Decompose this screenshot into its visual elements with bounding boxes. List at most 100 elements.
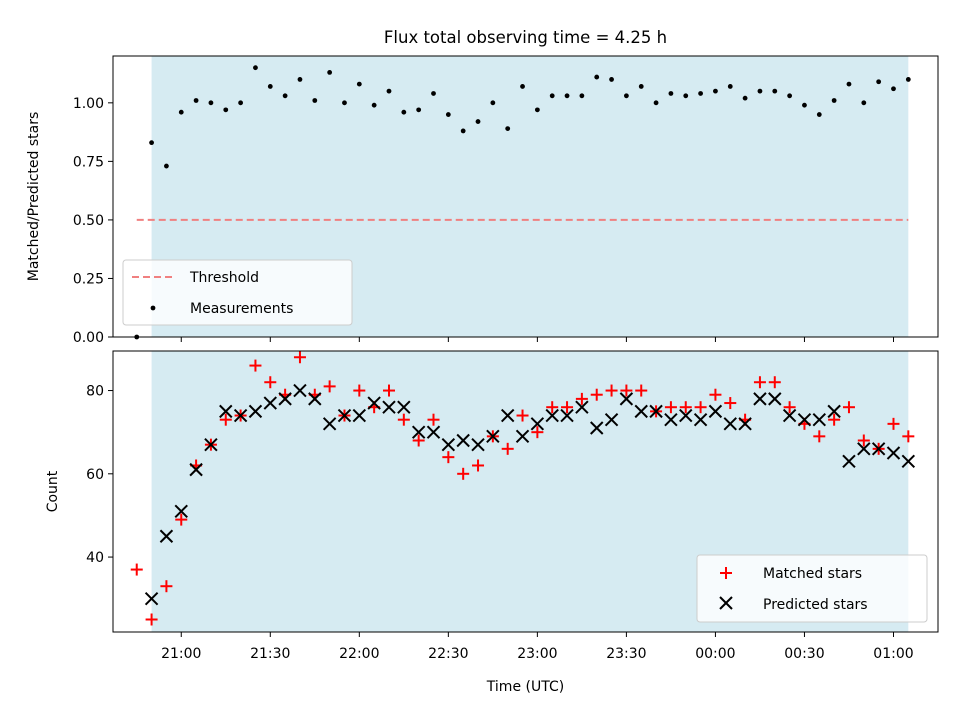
matched-star-marker [427,413,440,426]
measurement-point [594,74,600,80]
matched-star-marker [175,513,188,526]
measurement-point [386,88,392,94]
predicted-star-marker [871,442,886,456]
bottom-panel: 40 60 80 21:00 21:30 22:00 22:30 23:00 23:30 00:… [45,350,939,695]
predicted-star-marker [337,408,352,423]
matched-star-marker [902,430,915,443]
measurement-point [876,79,882,85]
x-tick-label: 22:30 [428,646,468,662]
legend-matched-swatch [720,567,732,579]
predicted-star-marker [486,429,500,444]
predicted-star-marker [619,392,634,406]
predicted-star-marker [708,404,723,419]
matched-star-marker [293,351,306,364]
predicted-star-marker [456,433,470,448]
predicted-star-marker [827,404,841,419]
y-axis-label-top: Matched/Predicted stars [26,112,42,282]
predicted-star-marker [159,529,174,543]
matched-star-marker [724,397,737,410]
predicted-star-marker [723,417,737,431]
legend-top: Threshold Measurements [122,259,353,326]
predicted-star-marker [901,454,916,469]
predicted-star-marker [308,392,322,406]
y-tick-label: 0.50 [73,213,104,229]
matched-star-marker [472,459,485,472]
predicted-star-marker [753,392,767,406]
x-tick-label: 22:00 [339,646,379,662]
matched-star-marker [264,376,277,389]
predicted-star-marker [278,392,292,406]
x-axis-label: Time (UTC) [486,679,564,695]
matched-star-marker [501,442,514,455]
predicted-star-marker [426,425,441,439]
measurement-point [490,100,496,106]
matched-star-marker [783,401,796,414]
measurement-point [267,84,273,89]
measurement-point [564,93,570,99]
measurement-point [787,93,793,99]
y-tick-label: 1.00 [73,96,104,112]
predicted-star-marker [886,446,901,460]
measurement-point [164,163,169,169]
measurement-point [520,84,525,89]
measurement-point [297,77,303,82]
predicted-star-marker [590,421,604,435]
predicted-star-marker [233,408,248,423]
x-tick-label: 21:30 [250,646,290,662]
matched-star-marker [635,384,648,397]
y-tick-label: 80 [86,384,104,400]
measurement-point [683,93,689,99]
predicted-star-marker [515,429,530,444]
measurement-point [312,98,318,103]
measurement-point [416,107,422,113]
predicted-star-marker [634,404,648,419]
y-tick-label: 0.75 [73,154,104,170]
predicted-star-marker [560,408,574,423]
predicted-star-marker [575,400,589,414]
predicted-star-marker [664,412,678,427]
measurement-point [698,91,703,96]
predicted-star-marker [144,591,159,606]
measurement-point [460,128,466,134]
matched-star-marker [546,401,559,414]
predicted-star-marker [693,412,708,427]
measurement-point [534,107,540,113]
y-axis-ticks-bottom: 40 60 80 [86,384,113,566]
matched-star-marker [397,413,410,426]
measurement-point [579,93,585,99]
matched-star-marker [160,580,173,593]
measurement-point [846,81,852,87]
y-tick-label: 0.00 [73,330,104,346]
matched-star-marker [145,613,158,626]
predicted-star-marker [812,412,827,427]
matched-star-marker [813,430,826,443]
matched-star-marker [753,376,766,389]
measurement-point [282,93,288,99]
y-axis-ticks-top: 0.00 0.25 0.50 0.75 1.00 [73,96,113,346]
y-tick-label: 0.25 [73,271,104,287]
measurement-point [475,119,481,124]
measurement-point [371,102,377,108]
predicted-star-marker [471,437,485,452]
predicted-star-marker [352,408,367,423]
predicted-stars-points [144,383,916,606]
predicted-star-marker [397,400,411,414]
matched-star-marker [694,401,707,414]
measurement-point [802,102,807,108]
predicted-star-marker [679,408,693,423]
y-tick-label: 60 [86,467,104,483]
predicted-star-marker [649,404,663,419]
x-tick-label: 21:00 [161,646,201,662]
x-tick-label: 01:00 [873,646,913,662]
measurement-point [742,95,748,101]
measurement-point [668,91,674,96]
measurement-point [623,93,629,99]
measurement-point [831,98,837,103]
measurement-points [134,65,911,340]
predicted-star-marker [174,504,188,518]
predicted-star-marker [768,392,782,406]
matched-star-marker [828,413,841,426]
x-tick-label: 23:00 [517,646,557,662]
measurement-point [327,69,333,75]
measurement-point [905,77,911,82]
